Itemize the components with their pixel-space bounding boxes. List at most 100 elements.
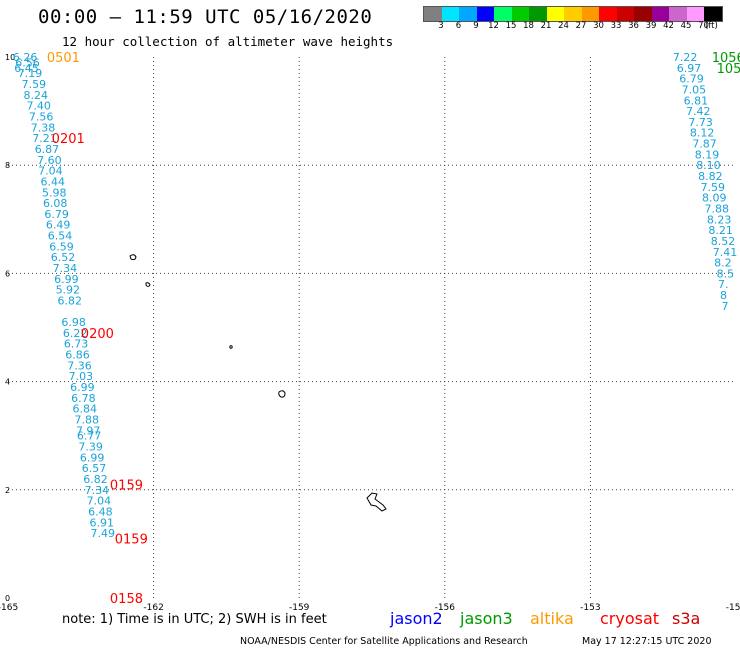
- wave-height-value: 6.82: [58, 294, 82, 307]
- pass-time-label: 0159: [110, 478, 143, 493]
- legend-swatch: [651, 7, 669, 21]
- legend-label: 21: [540, 21, 552, 31]
- wave-height-value: 7.49: [91, 527, 116, 540]
- legend-label: 12: [488, 21, 499, 31]
- units-note: note: 1) Time is in UTC; 2) SWH is in fe…: [62, 612, 327, 627]
- latitude-tick-label: 0: [5, 594, 10, 603]
- legend-label: 33: [610, 21, 622, 31]
- legend-swatch: [564, 7, 582, 21]
- wave-height-value: 8.5: [717, 267, 735, 280]
- satellite-legend-jason2: jason2: [390, 609, 443, 628]
- legend-label: 27: [575, 21, 587, 31]
- wave-height-value: 6.99: [54, 273, 79, 286]
- legend-label: 6: [455, 21, 462, 31]
- legend-swatch: [616, 7, 634, 21]
- wave-height-value: 8.52: [711, 235, 736, 248]
- credit-line: NOAA/NESDIS Center for Satellite Applica…: [240, 636, 528, 647]
- wave-height-value: 6.81: [684, 94, 709, 107]
- legend-label: 3: [438, 21, 444, 31]
- wave-height-value: 6.87: [35, 143, 60, 156]
- legend-label: 9: [473, 21, 479, 31]
- legend-swatch: [529, 7, 547, 21]
- wave-height-value: 5.98: [42, 186, 66, 199]
- wave-height-value: 7.04: [87, 495, 112, 508]
- wave-height-value: 8.12: [690, 127, 715, 140]
- pass-time-label: 0200: [81, 327, 114, 342]
- wave-height-value: 6.84: [73, 403, 98, 416]
- wave-height-value: 7.60: [37, 154, 62, 167]
- island-outline: [278, 390, 286, 398]
- wave-height-value: 6.73: [64, 338, 89, 351]
- wave-height-value: 6.99: [80, 451, 105, 464]
- longitude-tick-label: -165: [0, 603, 18, 613]
- satellite-legend-jason3: jason3: [460, 609, 513, 628]
- wave-height-value: 6.49: [46, 219, 71, 232]
- longitude-tick-label: -159: [289, 603, 310, 613]
- wave-height-value: 7.88: [74, 413, 99, 426]
- legend-swatch: [459, 7, 477, 21]
- wave-height-value: 6.26: [13, 51, 38, 64]
- wave-height-value: 6.54: [48, 230, 73, 243]
- wave-height-value: 6.78: [71, 392, 96, 405]
- longitude-tick-label: -153: [580, 603, 600, 613]
- wave-height-value: 8.23: [707, 213, 732, 226]
- latitude-tick-label: 8: [5, 161, 10, 170]
- wave-height-value: 6.57: [82, 462, 107, 475]
- wave-height-value: 8.2: [714, 257, 732, 270]
- wave-height-value: 8: [720, 289, 727, 302]
- wave-height-value: 6.52: [51, 251, 76, 264]
- wave-height-value: 8.82: [698, 170, 723, 183]
- wave-height-value: 6.44: [41, 175, 66, 188]
- wave-height-value: 5.92: [56, 284, 81, 297]
- legend-unit: (ft): [705, 21, 718, 31]
- wave-height-value: 7.22: [673, 51, 698, 64]
- atoll-outline: [366, 492, 387, 512]
- wave-height-value: 6.98: [61, 316, 86, 329]
- map-title: 00:00 – 11:59 UTC 05/16/2020: [38, 6, 373, 28]
- latitude-tick-label: 4: [5, 378, 10, 387]
- wave-height-value: 7.04: [38, 165, 63, 178]
- latitude-tick-label: 10: [5, 53, 15, 62]
- wave-height-value: 7: [721, 300, 728, 313]
- legend-swatch: [599, 7, 617, 21]
- wave-height-value: 6.77: [77, 430, 102, 443]
- legend-swatch: [424, 7, 442, 21]
- wave-height-value: 7.59: [701, 181, 726, 194]
- wave-height-value: 6.91: [90, 516, 115, 529]
- wave-height-value: 8.09: [702, 192, 727, 205]
- pass-time-label: 0158: [110, 592, 143, 607]
- map-subtitle: 12 hour collection of altimeter wave hei…: [62, 34, 394, 49]
- wave-height-value: 7.59: [22, 78, 47, 91]
- wave-height-value: 6.48: [88, 505, 113, 518]
- satellite-legend-s3a: s3a: [672, 609, 701, 628]
- island-outline: [229, 345, 233, 349]
- wave-height-value: 7.: [718, 278, 729, 291]
- longitude-tick-label: -162: [143, 603, 163, 613]
- pass-time-label: 1057: [717, 62, 740, 77]
- legend-label: 15: [505, 21, 517, 31]
- latitude-tick-label: 2: [5, 486, 10, 495]
- pass-time-label: 1056: [712, 51, 740, 66]
- legend-swatch: [511, 7, 529, 21]
- wave-height-value: 8.10: [696, 159, 721, 172]
- legend-swatch: [546, 7, 564, 21]
- wave-height-value: 8.19: [695, 148, 720, 161]
- wave-height-value: 6.86: [65, 349, 90, 362]
- wave-height-value: 7.38: [31, 121, 56, 134]
- legend-label: 70: [698, 21, 709, 31]
- wave-height-value: 7.42: [686, 105, 711, 118]
- longitude-tick-label: -150: [726, 603, 740, 613]
- legend-swatch: [581, 7, 599, 21]
- wave-height-value: 7.41: [713, 246, 738, 259]
- wave-height-value: 7.19: [18, 67, 42, 80]
- wave-height-value: 8.21: [708, 224, 733, 237]
- legend-swatch: [476, 7, 494, 21]
- wave-height-value: 6.59: [49, 240, 74, 253]
- legend-swatch: [494, 7, 512, 21]
- wave-height-value: 7.36: [67, 359, 92, 372]
- wave-height-value: 6.97: [677, 62, 702, 75]
- wave-height-value: 6.08: [43, 197, 68, 210]
- wave-height-value: 6.79: [679, 73, 704, 86]
